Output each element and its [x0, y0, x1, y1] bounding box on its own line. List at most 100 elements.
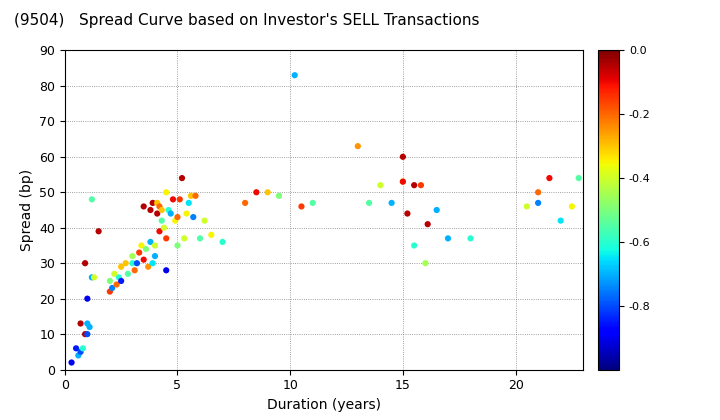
Point [86, 196, 98, 203]
Point [408, 242, 420, 249]
Point [115, 263, 127, 270]
Point [239, 200, 251, 206]
Point [194, 235, 206, 242]
Point [120, 260, 132, 267]
Point [185, 192, 197, 199]
Point [140, 246, 152, 252]
Point [415, 182, 427, 189]
Point [143, 263, 154, 270]
Point [81, 295, 93, 302]
Point [115, 278, 127, 284]
Point [77, 345, 89, 352]
Point [66, 359, 77, 366]
Point [161, 267, 172, 274]
Point [131, 260, 143, 267]
Point [79, 260, 91, 267]
Point [183, 200, 194, 206]
Point [138, 256, 150, 263]
Point [199, 217, 210, 224]
Point [86, 274, 98, 281]
Point [138, 203, 150, 210]
Point [555, 217, 567, 224]
Point [397, 178, 409, 185]
Point [566, 203, 577, 210]
Point [135, 242, 147, 249]
Point [176, 175, 188, 181]
Point [145, 239, 156, 245]
Point [161, 235, 172, 242]
Point [532, 200, 544, 206]
Point [420, 260, 431, 267]
Point [81, 320, 93, 327]
Point [187, 214, 199, 220]
Point [374, 182, 386, 189]
Point [262, 189, 274, 196]
Point [532, 189, 544, 196]
Point [133, 249, 145, 256]
Point [205, 231, 217, 238]
Point [75, 349, 86, 355]
Point [147, 260, 158, 267]
Point [79, 331, 91, 338]
Point [364, 200, 375, 206]
Point [172, 214, 184, 220]
Point [127, 253, 138, 260]
Point [352, 143, 364, 150]
Point [104, 288, 116, 295]
Point [172, 242, 184, 249]
Point [89, 274, 100, 281]
Point [402, 210, 413, 217]
Point [81, 331, 93, 338]
Point [107, 285, 118, 291]
Text: (9504)   Spread Curve based on Investor's SELL Transactions: (9504) Spread Curve based on Investor's … [14, 13, 480, 28]
Point [464, 235, 476, 242]
Point [129, 267, 140, 274]
Point [75, 320, 86, 327]
Point [73, 352, 84, 359]
Point [397, 153, 409, 160]
Point [127, 260, 138, 267]
Point [151, 210, 163, 217]
Point [544, 175, 555, 181]
Point [190, 192, 202, 199]
Point [521, 203, 533, 210]
Point [217, 239, 228, 245]
Point [111, 281, 122, 288]
Point [422, 221, 433, 228]
Point [145, 207, 156, 213]
Point [386, 200, 397, 206]
Point [158, 224, 170, 231]
X-axis label: Duration (years): Duration (years) [267, 398, 381, 412]
Point [163, 207, 174, 213]
Point [397, 178, 409, 185]
Point [165, 210, 176, 217]
Point [156, 217, 168, 224]
Point [273, 192, 284, 199]
Point [93, 228, 104, 235]
Point [431, 207, 443, 213]
Point [84, 324, 95, 331]
Point [153, 203, 165, 210]
Point [156, 207, 168, 213]
Point [251, 189, 262, 196]
Point [109, 270, 120, 277]
Point [179, 235, 190, 242]
Point [167, 196, 179, 203]
Point [104, 278, 116, 284]
Point [181, 210, 192, 217]
Point [149, 253, 161, 260]
Point [169, 217, 181, 224]
Point [289, 72, 300, 79]
Point [161, 189, 172, 196]
Point [442, 235, 454, 242]
Point [71, 345, 82, 352]
Point [151, 200, 163, 206]
Point [122, 270, 134, 277]
Point [408, 182, 420, 189]
Point [153, 228, 165, 235]
Point [149, 242, 161, 249]
Point [174, 196, 186, 203]
Point [147, 200, 158, 206]
Point [573, 175, 585, 181]
Y-axis label: Spread (bp): Spread (bp) [19, 169, 34, 251]
